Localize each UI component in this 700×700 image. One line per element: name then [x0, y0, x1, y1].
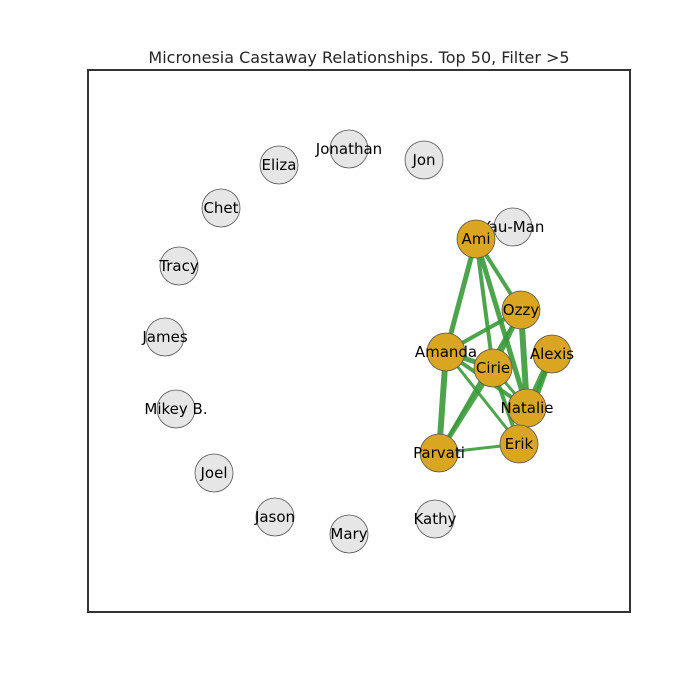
node-yauman: Yau-Man — [481, 207, 545, 247]
node-jonathan: Jonathan — [315, 129, 382, 169]
node-label: Eliza — [262, 156, 297, 174]
node-jason: Jason — [254, 497, 295, 537]
node-circle — [501, 290, 541, 330]
node-cirie: Cirie — [473, 348, 513, 388]
node-circle — [201, 188, 241, 228]
node-joel: Joel — [194, 453, 234, 493]
node-circle — [259, 145, 299, 185]
node-circle — [404, 140, 444, 180]
node-ami: Ami — [456, 219, 496, 259]
node-natalie: Natalie — [500, 388, 554, 428]
node-circle — [473, 348, 513, 388]
node-label: Amanda — [415, 343, 477, 361]
node-circle — [499, 424, 539, 464]
node-label: Mary — [330, 525, 367, 543]
node-label: Jason — [254, 508, 295, 526]
nodes-layer: Jonathan Jon Eliza Chet Tracy James Mikey B. Jo… — [141, 129, 574, 554]
node-label: Alexis — [530, 345, 574, 363]
node-label: Ami — [461, 230, 490, 248]
node-label: Joel — [200, 464, 228, 482]
node-label: Tracy — [158, 257, 199, 275]
node-label: Jonathan — [315, 140, 382, 158]
node-label: Cirie — [476, 359, 510, 377]
node-parvati: Parvati — [413, 433, 465, 473]
node-circle — [456, 219, 496, 259]
node-circle — [145, 317, 185, 357]
edge-ami-natalie — [473, 236, 530, 411]
node-circle — [532, 334, 572, 374]
node-tracy: Tracy — [158, 246, 199, 286]
node-chet: Chet — [201, 188, 241, 228]
node-circle — [255, 497, 295, 537]
node-label: Mikey B. — [144, 400, 207, 418]
node-circle — [426, 332, 466, 372]
node-circle — [329, 514, 369, 554]
node-circle — [415, 499, 455, 539]
node-label: Ozzy — [503, 301, 540, 319]
node-erik: Erik — [499, 424, 539, 464]
edge-amanda-erik — [444, 350, 521, 446]
node-circle — [194, 453, 234, 493]
node-eliza: Eliza — [259, 145, 299, 185]
node-circle — [156, 389, 196, 429]
node-mikeyb: Mikey B. — [144, 389, 208, 429]
node-kathy: Kathy — [413, 499, 457, 539]
node-circle — [159, 246, 199, 286]
node-label: Erik — [505, 435, 534, 453]
node-label: Natalie — [500, 399, 553, 417]
node-circle — [493, 207, 533, 247]
node-james: James — [141, 317, 188, 357]
node-label: Yau-Man — [481, 218, 545, 236]
node-label: James — [141, 328, 187, 346]
node-ozzy: Ozzy — [501, 290, 541, 330]
edge-ami-amanda — [443, 236, 479, 355]
node-mary: Mary — [329, 514, 369, 554]
node-label: Kathy — [413, 510, 456, 528]
node-label: Jon — [411, 151, 435, 169]
node-alexis: Alexis — [530, 334, 574, 374]
node-label: Parvati — [413, 444, 465, 462]
node-circle — [329, 129, 369, 169]
node-circle — [419, 433, 459, 473]
edge-ami-cirie — [474, 237, 495, 370]
chart-title: Micronesia Castaway Relationships. Top 5… — [148, 48, 569, 67]
node-label: Chet — [203, 199, 238, 217]
node-amanda: Amanda — [415, 332, 477, 372]
node-jon: Jon — [404, 140, 444, 180]
